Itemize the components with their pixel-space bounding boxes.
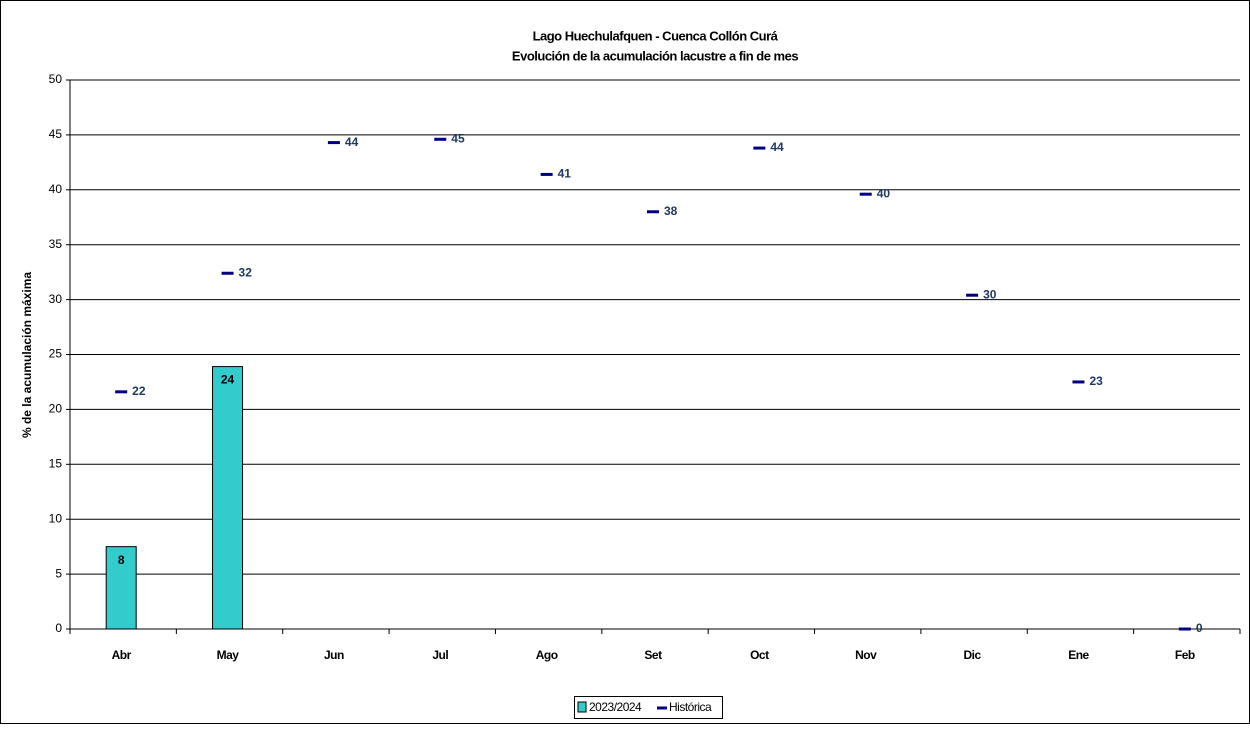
legend-label: 2023/2024 <box>589 700 642 714</box>
marker-label: 45 <box>451 131 465 145</box>
marker-label: 44 <box>345 135 359 149</box>
bar-label: 8 <box>118 553 125 567</box>
y-axis-label: % de la acumulación máxima <box>20 272 34 438</box>
marker-label: 38 <box>664 204 678 218</box>
y-tick-label: 25 <box>49 347 63 361</box>
x-tick-label: Jul <box>432 648 448 662</box>
y-tick-label: 40 <box>49 182 63 196</box>
marker-label: 22 <box>132 384 146 398</box>
marker-label: 23 <box>1089 374 1103 388</box>
y-tick-label: 15 <box>49 456 63 470</box>
marker-label: 32 <box>239 265 253 279</box>
x-tick-label: May <box>217 648 240 662</box>
x-tick-label: Abr <box>112 648 132 662</box>
bar-label: 24 <box>221 373 235 387</box>
marker-label: 30 <box>983 287 997 301</box>
legend-box <box>574 696 723 719</box>
x-tick-label: Nov <box>855 648 877 662</box>
marker-label: 41 <box>558 167 572 181</box>
legend-swatch <box>577 701 587 713</box>
x-tick-label: Jun <box>324 648 344 662</box>
x-tick-label: Feb <box>1175 648 1195 662</box>
x-tick-label: Oct <box>750 648 769 662</box>
marker-label: 0 <box>1196 621 1203 635</box>
bar <box>105 546 137 630</box>
legend-label: Histórica <box>669 700 712 714</box>
marker-label: 40 <box>877 186 891 200</box>
x-tick-label: Ago <box>536 648 558 662</box>
chart-subtitle: Evolución de la acumulación lacustre a f… <box>512 48 798 63</box>
y-tick-label: 35 <box>49 237 63 251</box>
y-tick-label: 30 <box>49 292 63 306</box>
y-tick-label: 5 <box>55 566 62 580</box>
y-tick-label: 0 <box>55 621 62 635</box>
chart-title: Lago Huechulafquen - Cuenca Collón Curá <box>533 28 779 43</box>
y-tick-label: 45 <box>49 127 63 141</box>
x-tick-label: Set <box>644 648 662 662</box>
y-tick-label: 50 <box>49 72 63 86</box>
marker-label: 44 <box>770 140 784 154</box>
y-tick-label: 10 <box>49 511 63 525</box>
bar <box>212 366 244 630</box>
y-tick-label: 20 <box>49 402 63 416</box>
x-tick-label: Dic <box>963 648 981 662</box>
x-tick-label: Ene <box>1068 648 1089 662</box>
